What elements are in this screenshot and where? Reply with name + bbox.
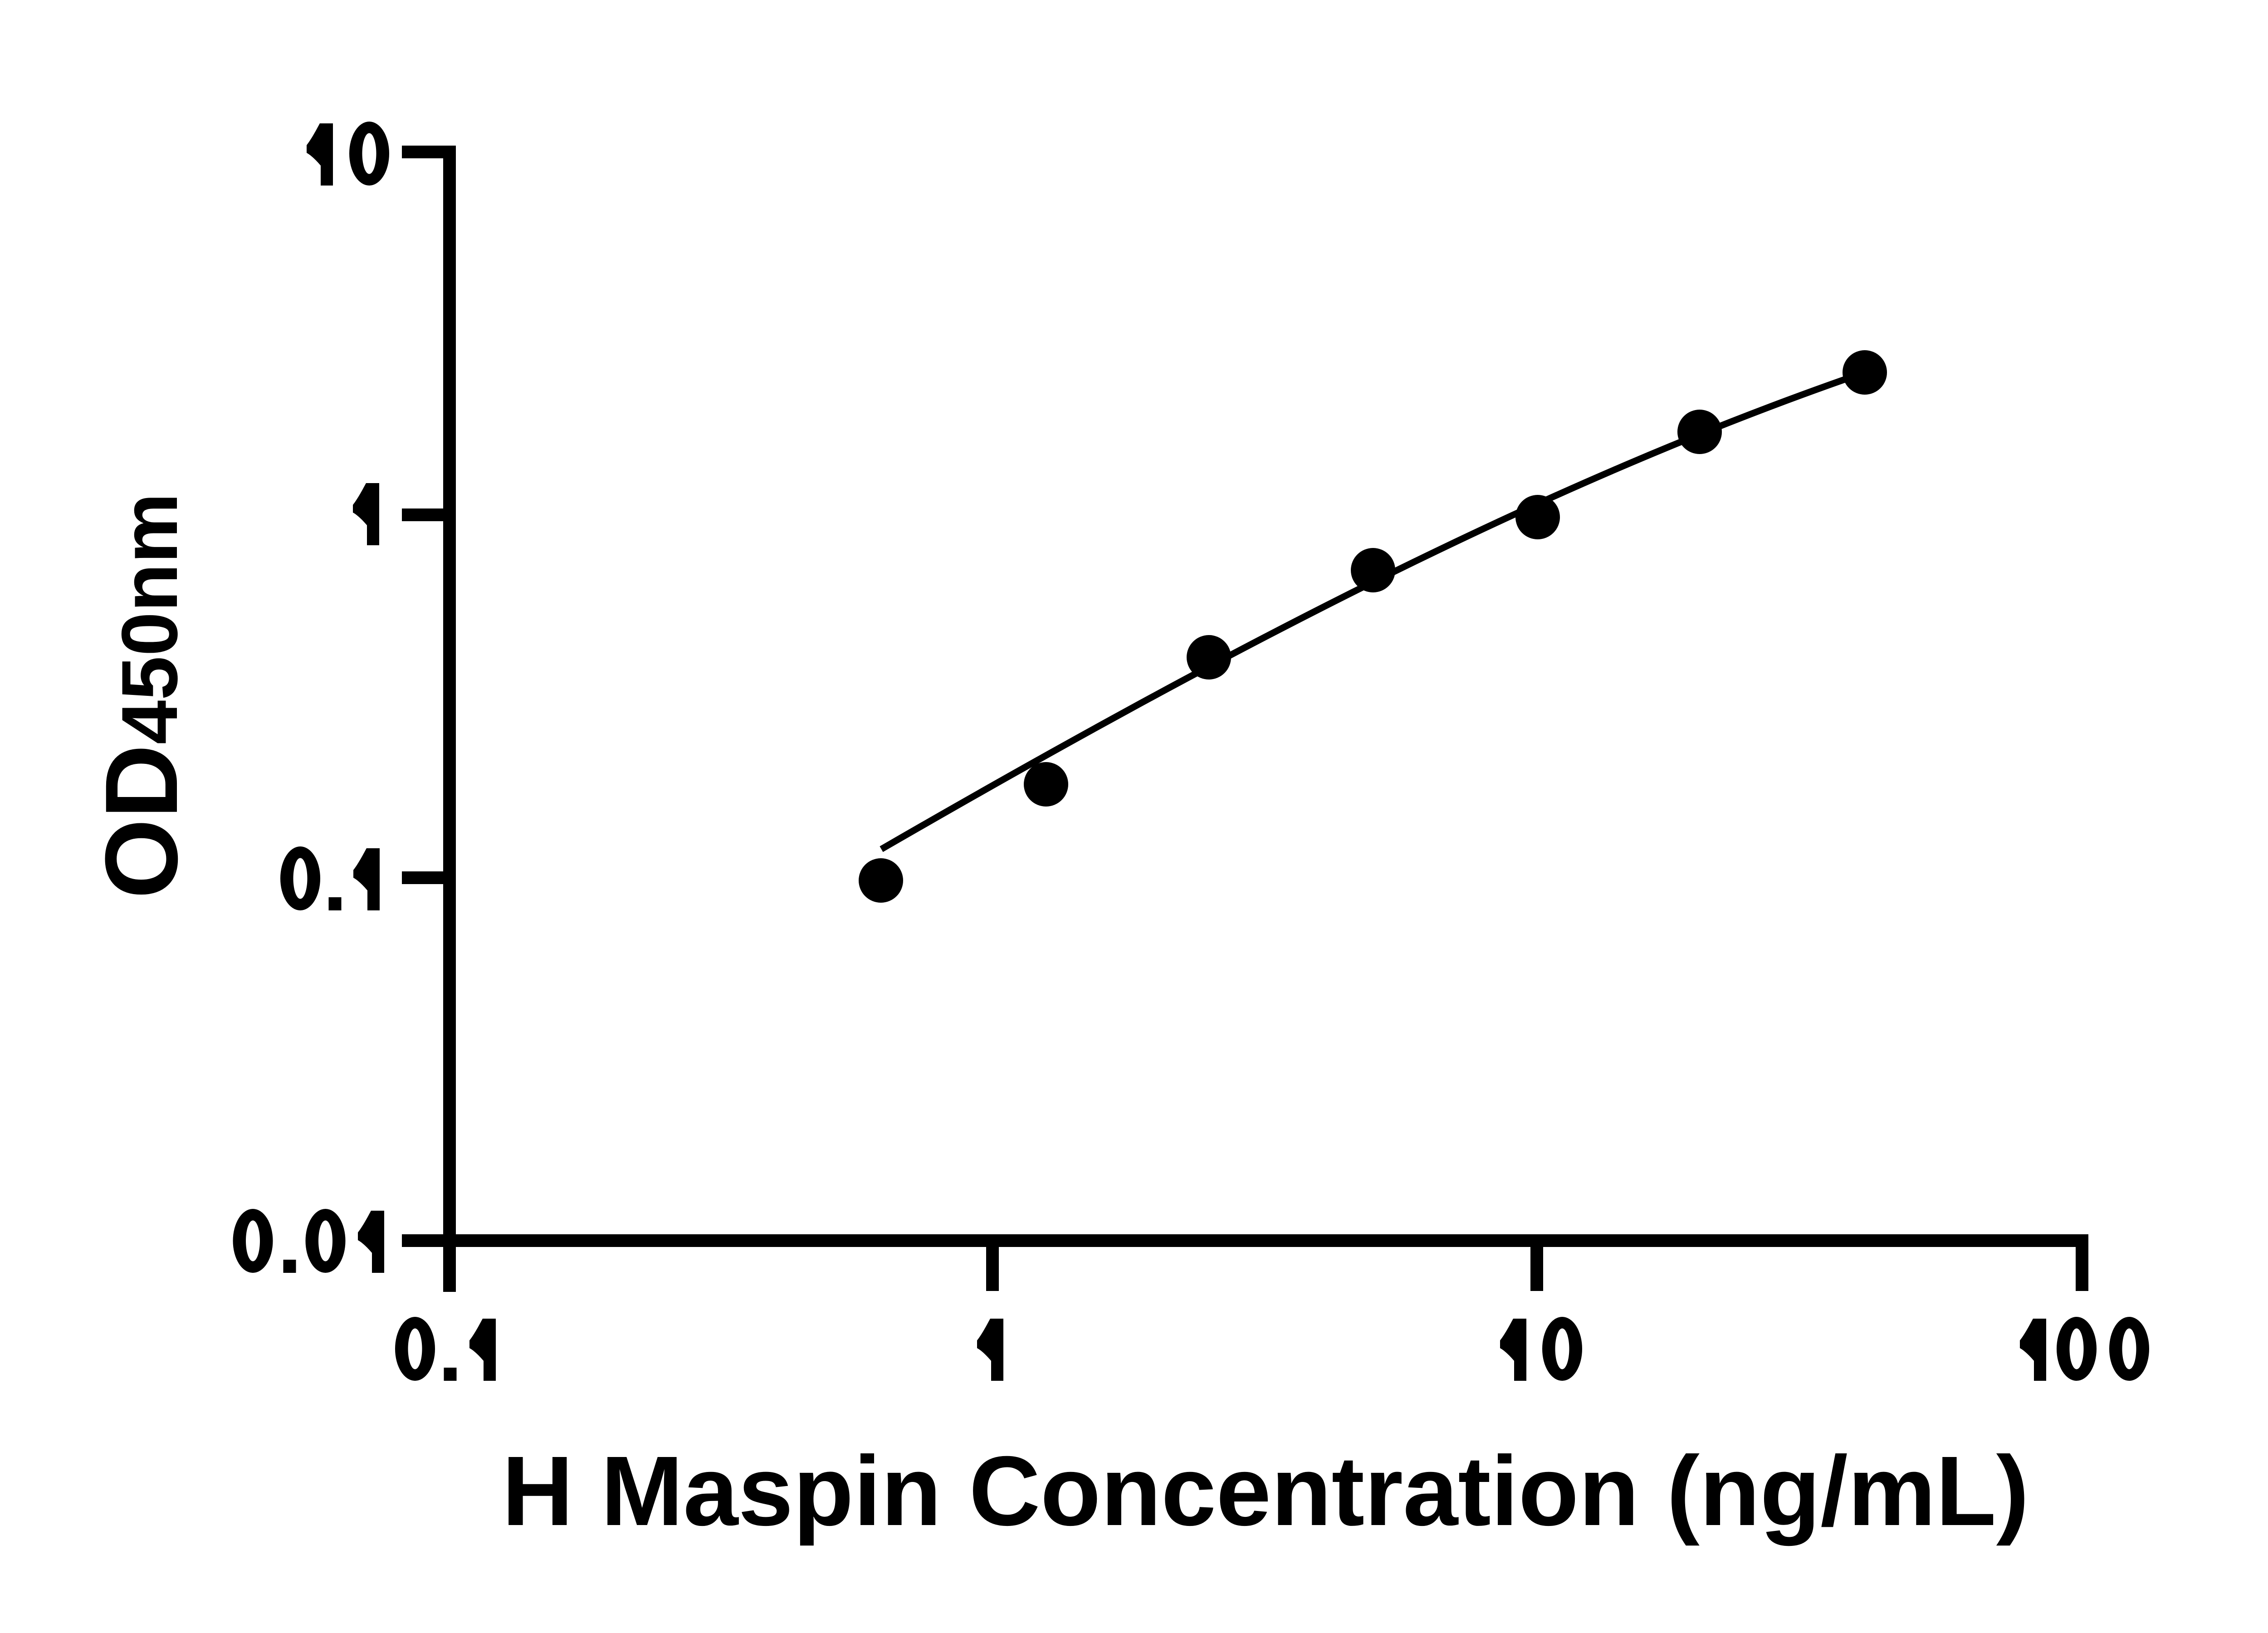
svg-text:H Maspin Concentration (ng/mL): H Maspin Concentration (ng/mL) xyxy=(502,1436,2029,1546)
svg-text:OD450nm: OD450nm xyxy=(84,493,199,899)
